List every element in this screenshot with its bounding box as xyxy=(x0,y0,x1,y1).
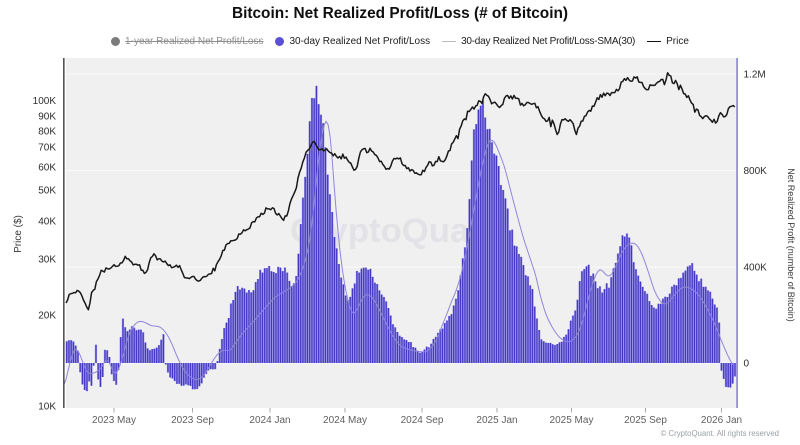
svg-text:2023 Sep: 2023 Sep xyxy=(171,415,214,426)
svg-text:10K: 10K xyxy=(38,402,56,413)
svg-text:90K: 90K xyxy=(38,112,56,123)
svg-text:400K: 400K xyxy=(744,263,768,274)
svg-text:1.2M: 1.2M xyxy=(744,70,766,81)
svg-text:0: 0 xyxy=(744,359,750,370)
svg-text:Net Realized Profit (number of: Net Realized Profit (number of Bitcoin) xyxy=(786,168,796,322)
svg-text:80K: 80K xyxy=(38,127,56,138)
svg-text:40K: 40K xyxy=(38,217,56,228)
svg-text:Price ($): Price ($) xyxy=(13,215,24,253)
svg-text:2025 Jan: 2025 Jan xyxy=(476,415,517,426)
svg-text:800K: 800K xyxy=(744,166,768,177)
svg-text:© CryptoQuant. All rights rese: © CryptoQuant. All rights reserved xyxy=(661,429,779,438)
svg-text:2024 Jan: 2024 Jan xyxy=(249,415,290,426)
svg-text:100K: 100K xyxy=(33,96,57,107)
svg-text:70K: 70K xyxy=(38,143,56,154)
svg-text:2025 Sep: 2025 Sep xyxy=(624,415,667,426)
svg-text:2026 Jan: 2026 Jan xyxy=(701,415,742,426)
svg-text:50K: 50K xyxy=(38,186,56,197)
svg-text:2025 May: 2025 May xyxy=(550,415,594,426)
svg-text:30K: 30K xyxy=(38,255,56,266)
svg-text:2024 May: 2024 May xyxy=(323,415,367,426)
svg-text:60K: 60K xyxy=(38,163,56,174)
svg-text:2023 May: 2023 May xyxy=(92,415,136,426)
svg-text:20K: 20K xyxy=(38,311,56,322)
svg-text:2024 Sep: 2024 Sep xyxy=(401,415,444,426)
